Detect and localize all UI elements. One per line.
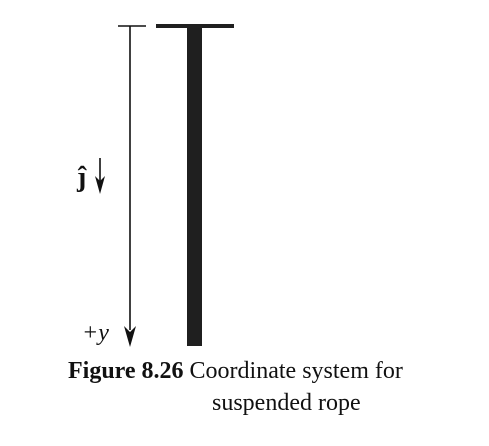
caption-figure-number: Figure 8.26: [68, 358, 184, 384]
caption-second-line: suspended rope: [212, 390, 361, 416]
unit-vector-label: ĵ: [76, 162, 87, 193]
unit-vector-arrowhead: [95, 176, 105, 194]
y-axis-arrowhead: [124, 326, 136, 347]
caption-first-line: Figure 8.26 Coordinate system for: [68, 356, 403, 386]
suspended-rope: [187, 26, 202, 346]
y-axis-label: +y: [82, 320, 109, 346]
caption-text: Coordinate system for: [189, 358, 403, 384]
